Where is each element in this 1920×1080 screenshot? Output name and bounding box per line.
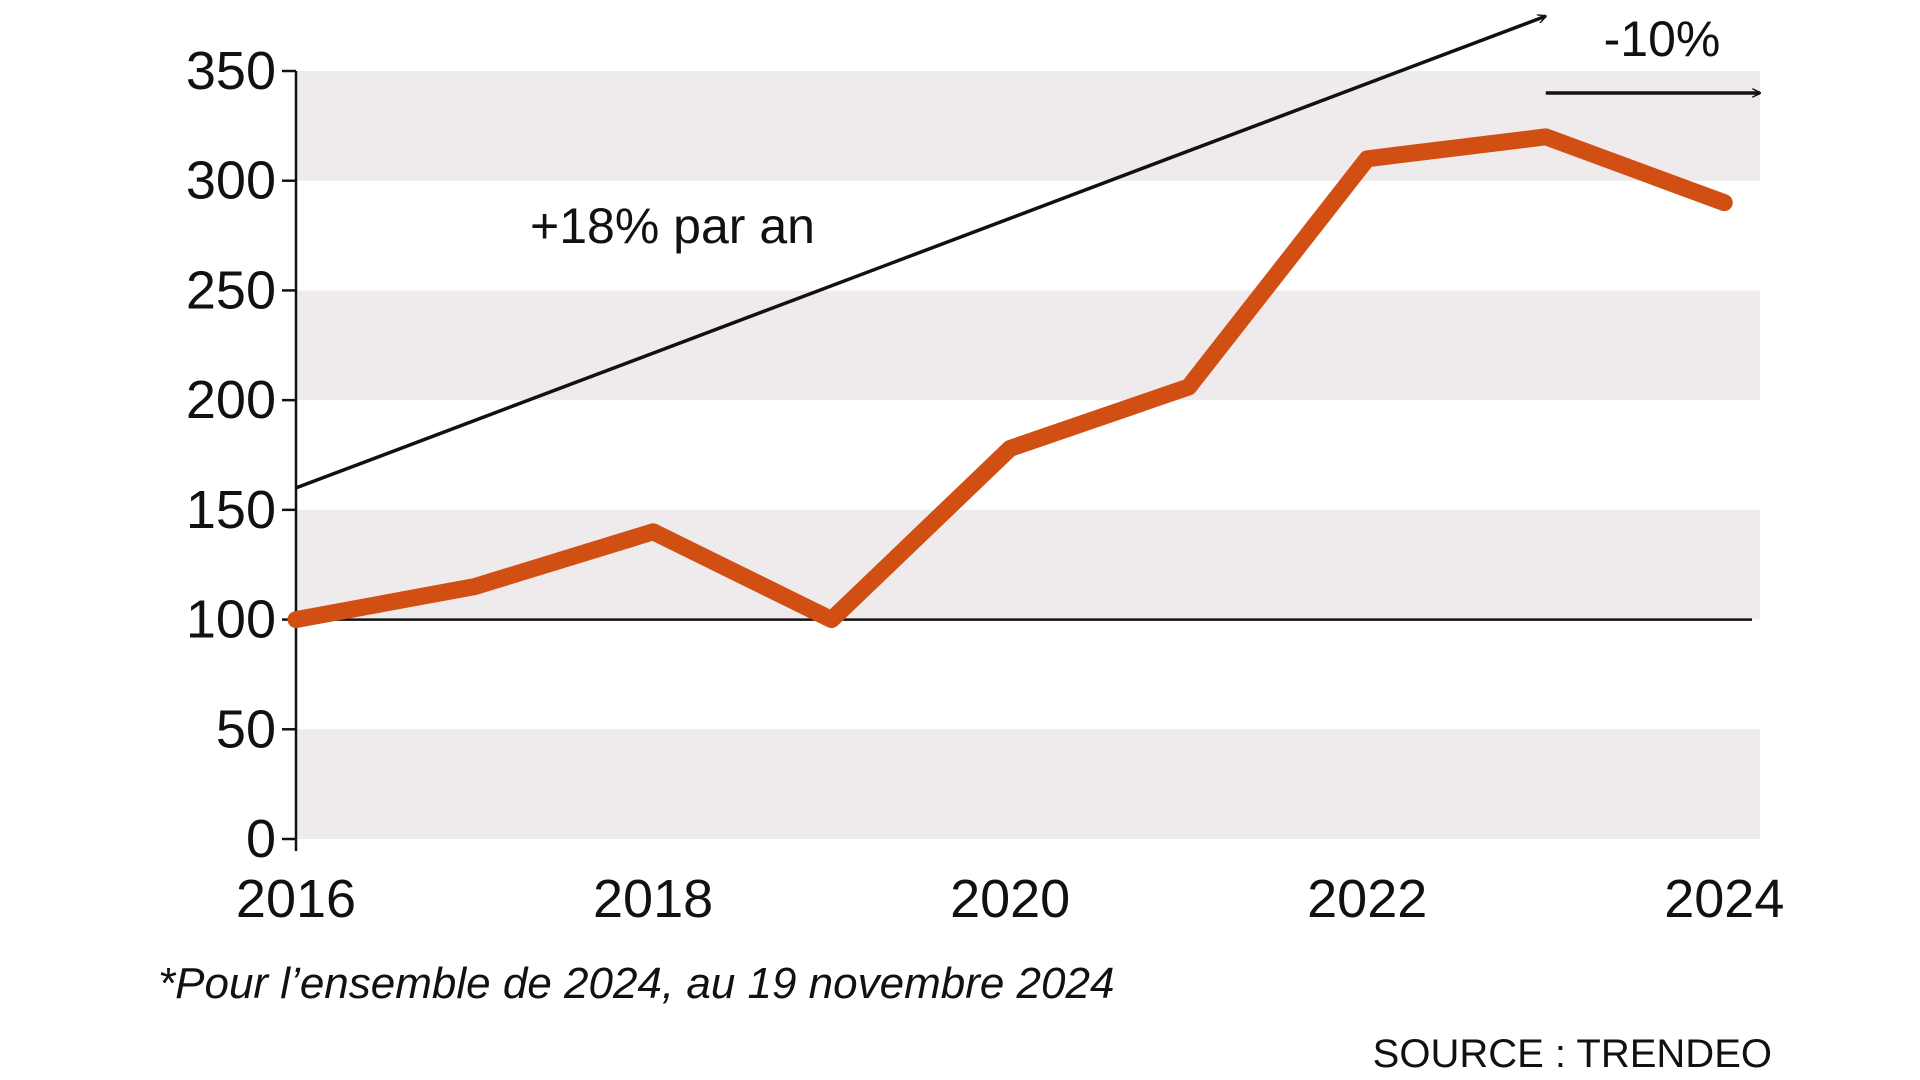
data-point [1542, 133, 1549, 140]
trend-annotation-label: +18% par an [530, 198, 815, 254]
x-axis-ticks: 2016 2018 2020 2022 2024 [236, 869, 1784, 929]
background-band [296, 729, 1760, 839]
source-credit: SOURCE : TRENDEO [1373, 1032, 1772, 1076]
data-point [293, 616, 299, 623]
background-band [296, 290, 1760, 401]
y-tick-label: 200 [186, 370, 276, 430]
y-tick-label: 150 [186, 480, 276, 540]
y-tick-label: 0 [246, 809, 276, 869]
data-point [828, 616, 835, 623]
background-band [296, 71, 1760, 181]
x-tick-label: 2020 [950, 869, 1070, 929]
x-tick-label: 2016 [236, 869, 356, 929]
annotations [295, 16, 1760, 490]
y-tick-label: 300 [186, 151, 276, 211]
data-point [1364, 155, 1371, 162]
series-group [287, 128, 1733, 629]
data-point [1721, 199, 1728, 206]
background-band [296, 509, 1760, 620]
data-point [650, 528, 657, 535]
y-tick-label: 50 [216, 699, 276, 759]
trend-arrow [295, 16, 1546, 490]
x-tick-label: 2022 [1307, 869, 1427, 929]
y-tick-label: 100 [186, 590, 276, 650]
y-axis-ticks: 0 50 100 150 200 250 300 350 [186, 41, 296, 869]
data-point [471, 583, 478, 590]
x-tick-label: 2018 [593, 869, 713, 929]
y-tick-label: 350 [186, 41, 276, 101]
x-tick-label: 2024 [1664, 869, 1784, 929]
data-point [1007, 445, 1014, 452]
footnote: *Pour l’ensemble de 2024, au 19 novembre… [158, 959, 1114, 1008]
y-tick-label: 250 [186, 260, 276, 320]
background-bands [296, 71, 1760, 839]
decline-annotation-label: -10% [1604, 11, 1721, 67]
data-point [1185, 383, 1192, 390]
